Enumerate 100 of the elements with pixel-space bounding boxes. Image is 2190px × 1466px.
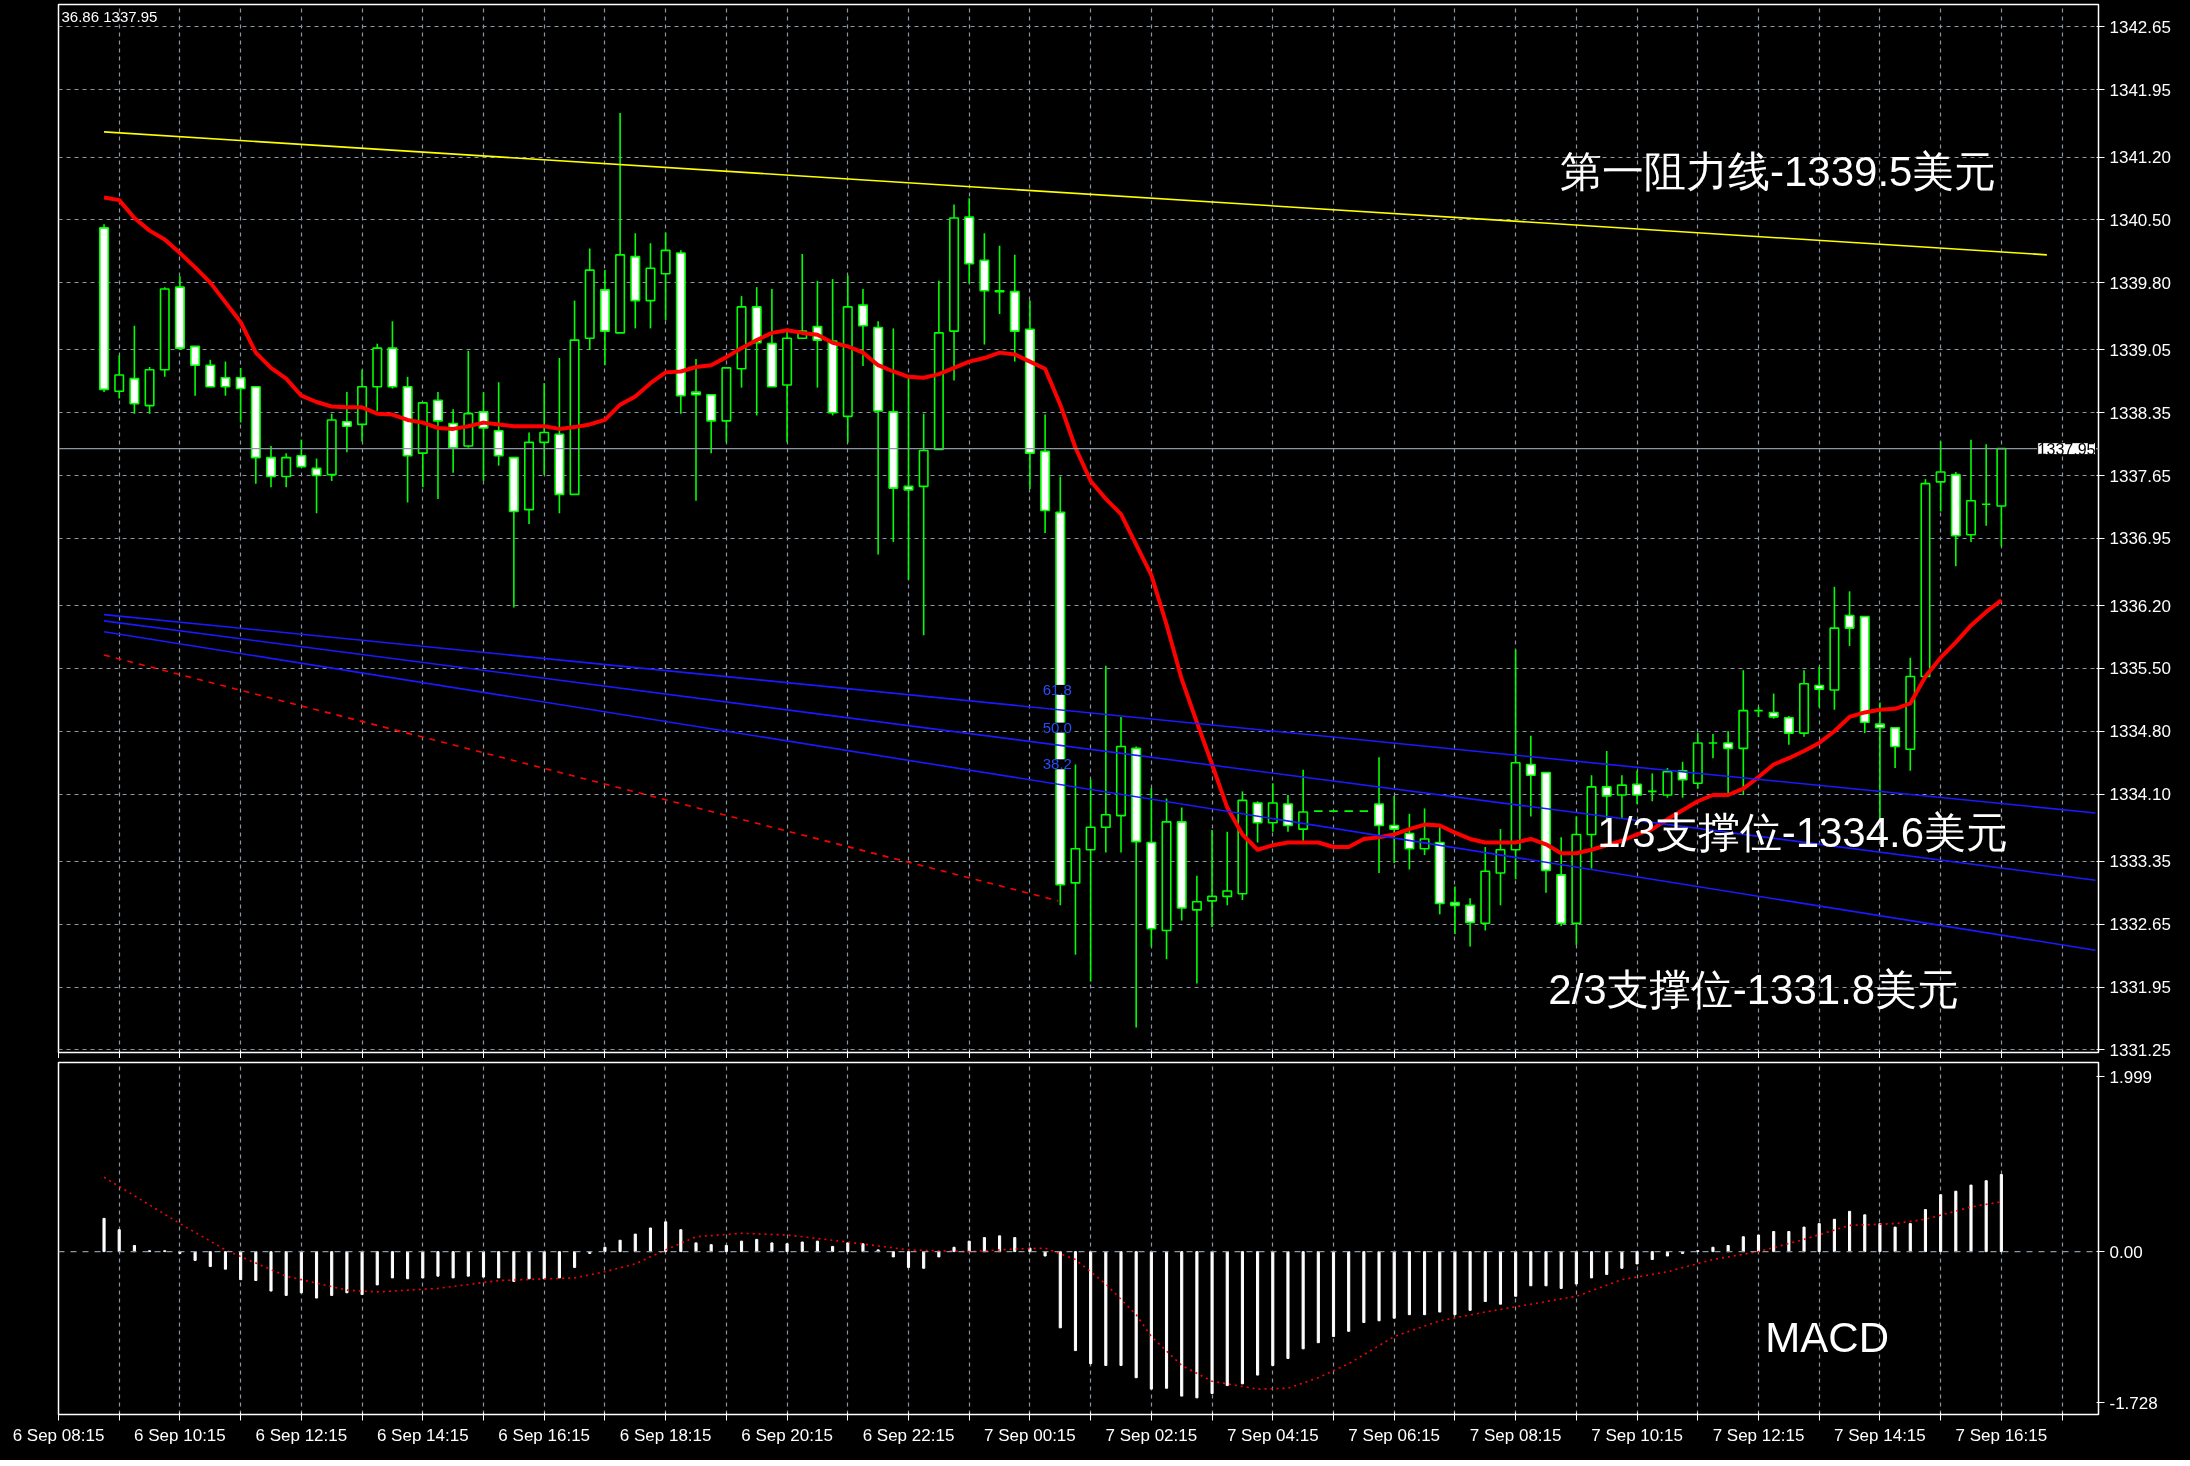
bar xyxy=(1559,1251,1563,1289)
bar xyxy=(891,1251,895,1258)
candlestick xyxy=(1890,726,1901,769)
bar xyxy=(1863,1214,1867,1253)
bar xyxy=(1787,1231,1791,1253)
bar xyxy=(269,1251,273,1292)
bar xyxy=(1817,1223,1821,1253)
y-tick-label: 1332.65 xyxy=(2109,915,2171,935)
bar xyxy=(815,1240,819,1253)
line-series xyxy=(102,195,2004,856)
bar xyxy=(330,1251,334,1296)
bar xyxy=(800,1241,804,1253)
candlestick xyxy=(205,359,216,388)
ref-line-label: 1337.95 xyxy=(2037,440,2096,458)
annotation: 61.8 xyxy=(1042,680,1072,698)
candlestick xyxy=(660,231,671,322)
bar xyxy=(208,1251,212,1268)
bar xyxy=(1999,1174,2003,1253)
bar xyxy=(406,1251,410,1280)
bar xyxy=(557,1251,561,1279)
bar xyxy=(982,1237,986,1253)
bar xyxy=(1438,1251,1442,1313)
bar xyxy=(1377,1251,1381,1322)
x-tick-label: 6 Sep 10:15 xyxy=(134,1425,226,1445)
candlestick xyxy=(1298,769,1309,842)
bar xyxy=(481,1251,486,1278)
bar xyxy=(1301,1251,1305,1350)
y-tick-label: 1338.35 xyxy=(2109,403,2171,423)
y-tick-label: 1334.10 xyxy=(2109,785,2171,805)
candlestick xyxy=(1465,897,1476,948)
bar xyxy=(117,1229,121,1253)
bar xyxy=(1969,1184,1973,1253)
y-tick-label: 1339.05 xyxy=(2109,340,2171,360)
bar xyxy=(1256,1251,1260,1376)
bar xyxy=(1089,1251,1093,1365)
bar xyxy=(1620,1251,1624,1269)
bar xyxy=(1923,1209,1928,1253)
x-tick-label: 7 Sep 14:15 xyxy=(1834,1425,1926,1445)
candlestick xyxy=(1662,767,1673,799)
bar xyxy=(239,1251,243,1281)
bar xyxy=(1134,1251,1138,1379)
bar xyxy=(1544,1251,1548,1287)
x-tick-label: 7 Sep 00:15 xyxy=(984,1425,1076,1445)
bar xyxy=(1407,1251,1411,1316)
candlestick xyxy=(296,438,307,468)
y-tick-label: 1335.50 xyxy=(2109,659,2171,679)
bar xyxy=(102,1217,106,1253)
bar xyxy=(375,1251,379,1286)
bar xyxy=(1453,1251,1457,1316)
x-tick-label: 6 Sep 20:15 xyxy=(741,1425,833,1445)
bar xyxy=(223,1251,228,1270)
bar xyxy=(1514,1251,1518,1297)
bar xyxy=(1589,1251,1594,1279)
bar xyxy=(906,1251,911,1268)
candlestick xyxy=(903,377,914,581)
candlestick xyxy=(235,367,246,424)
x-tick-label: 6 Sep 16:15 xyxy=(498,1425,591,1445)
bar xyxy=(573,1251,577,1268)
bar xyxy=(542,1251,546,1280)
bar xyxy=(1043,1251,1047,1257)
y-tick-label: 1339.80 xyxy=(2109,273,2171,293)
candlestick xyxy=(1525,734,1536,818)
candlestick xyxy=(1495,828,1506,907)
candlestick xyxy=(1267,782,1278,833)
bar xyxy=(967,1240,971,1253)
bar xyxy=(512,1251,516,1282)
bar xyxy=(648,1227,653,1253)
candlestick xyxy=(1085,778,1096,983)
x-tick-label: 6 Sep 18:15 xyxy=(619,1425,712,1445)
bar xyxy=(1529,1251,1533,1287)
x-tick-label: 7 Sep 06:15 xyxy=(1348,1425,1441,1445)
candlestick xyxy=(1191,874,1202,985)
bar xyxy=(1908,1223,1912,1253)
bar xyxy=(1347,1251,1351,1332)
bar xyxy=(1149,1251,1153,1390)
bar xyxy=(618,1239,622,1253)
annotation: MACD xyxy=(1765,1313,1890,1361)
candlestick xyxy=(1222,830,1233,907)
bar xyxy=(1832,1218,1836,1253)
x-tick-label: 7 Sep 04:15 xyxy=(1226,1425,1319,1445)
candlestick xyxy=(1723,730,1734,796)
x-tick-label: 7 Sep 10:15 xyxy=(1591,1425,1683,1445)
candlestick xyxy=(114,354,125,400)
bar xyxy=(1984,1180,1988,1253)
candlestick xyxy=(265,445,277,489)
x-tick-label: 7 Sep 08:15 xyxy=(1469,1425,1562,1445)
candlestick xyxy=(190,345,201,397)
bar xyxy=(1756,1234,1761,1253)
bar xyxy=(785,1243,789,1253)
bar xyxy=(1058,1251,1062,1329)
bar xyxy=(284,1251,288,1296)
bar xyxy=(466,1251,470,1277)
bar xyxy=(1574,1251,1578,1285)
bar xyxy=(1711,1246,1715,1253)
bar xyxy=(755,1238,759,1253)
candlestick xyxy=(432,391,444,500)
bar xyxy=(1362,1251,1366,1324)
bar xyxy=(1180,1251,1184,1397)
y-tick-label: 1340.50 xyxy=(2109,210,2171,230)
x-tick-label: 7 Sep 16:15 xyxy=(1955,1425,2048,1445)
